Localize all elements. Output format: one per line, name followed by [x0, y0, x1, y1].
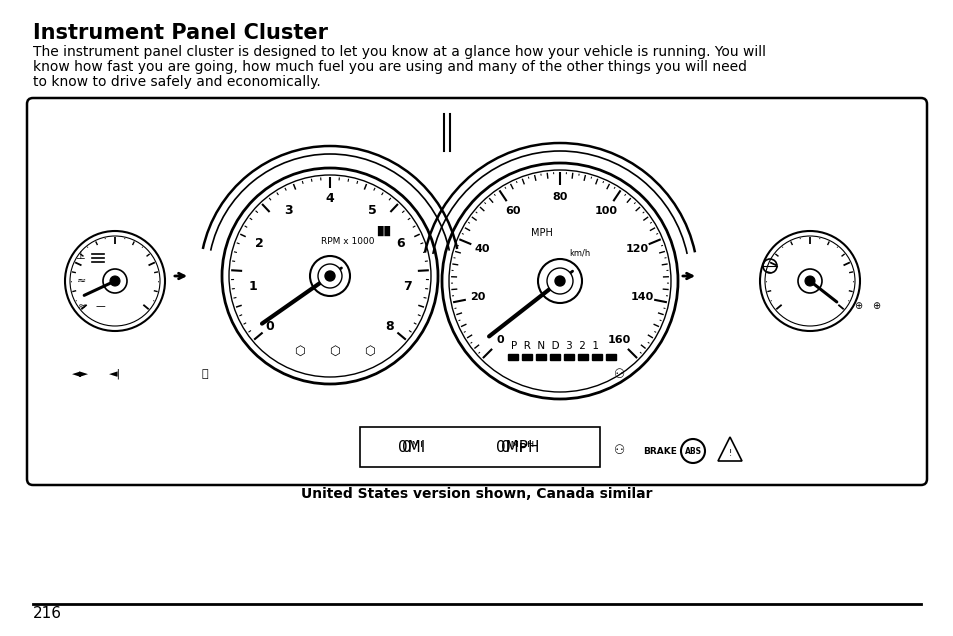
- Circle shape: [797, 269, 821, 293]
- Bar: [592, 354, 601, 360]
- Text: 100: 100: [595, 206, 618, 216]
- Text: ⬡: ⬡: [364, 345, 375, 357]
- Text: —: —: [95, 301, 105, 311]
- Text: 0ᴹᴵ: 0ᴹᴵ: [401, 439, 422, 455]
- Text: 60: 60: [505, 206, 520, 216]
- Text: ABS: ABS: [684, 446, 700, 455]
- Text: 0MI: 0MI: [398, 439, 425, 455]
- Text: 20: 20: [470, 293, 485, 302]
- Circle shape: [546, 268, 573, 294]
- Text: 1: 1: [248, 280, 256, 293]
- Bar: [605, 354, 616, 360]
- Text: 160: 160: [607, 335, 630, 345]
- Circle shape: [310, 256, 350, 296]
- Text: 0: 0: [266, 320, 274, 333]
- Circle shape: [325, 271, 335, 281]
- Circle shape: [317, 264, 341, 288]
- Text: 216: 216: [33, 607, 62, 621]
- Text: km/h: km/h: [569, 249, 590, 258]
- Circle shape: [555, 276, 564, 286]
- Bar: [521, 354, 532, 360]
- Bar: [536, 354, 545, 360]
- Text: 7: 7: [402, 280, 412, 293]
- Text: to know to drive safely and economically.: to know to drive safely and economically…: [33, 75, 320, 89]
- Text: 80: 80: [552, 192, 567, 202]
- Text: know how fast you are going, how much fuel you are using and many of the other t: know how fast you are going, how much fu…: [33, 60, 746, 74]
- Text: United States version shown, Canada similar: United States version shown, Canada simi…: [301, 487, 652, 501]
- Text: ⚇: ⚇: [614, 445, 625, 457]
- Circle shape: [537, 259, 581, 303]
- Text: 0ᴹᴘᴴ: 0ᴹᴘᴴ: [501, 439, 534, 455]
- Text: ⬡: ⬡: [294, 345, 305, 357]
- Bar: [359, 427, 599, 467]
- Text: 0MPH: 0MPH: [496, 439, 539, 455]
- Text: 🔒: 🔒: [201, 369, 208, 379]
- Text: P  R  N  D  3  2  1: P R N D 3 2 1: [511, 341, 598, 351]
- Text: ⚇: ⚇: [614, 368, 625, 380]
- Circle shape: [110, 276, 120, 286]
- Text: !: !: [727, 448, 731, 457]
- Text: ◄►: ◄►: [71, 369, 89, 379]
- Bar: [550, 354, 559, 360]
- Text: 5: 5: [367, 204, 375, 217]
- Text: 8: 8: [385, 320, 394, 333]
- Text: BRAKE: BRAKE: [642, 446, 677, 455]
- Text: 3: 3: [283, 204, 293, 217]
- Text: MPH: MPH: [531, 228, 553, 238]
- Text: 140: 140: [630, 293, 654, 302]
- Text: ⊕: ⊕: [853, 301, 862, 311]
- Text: 6: 6: [395, 237, 405, 249]
- Text: ⊕: ⊕: [871, 301, 879, 311]
- Circle shape: [103, 269, 127, 293]
- Text: 2: 2: [254, 237, 263, 249]
- Bar: [563, 354, 574, 360]
- Text: ≈: ≈: [78, 301, 86, 311]
- Text: ▊▊: ▊▊: [377, 226, 392, 236]
- Text: The instrument panel cluster is designed to let you know at a glance how your ve: The instrument panel cluster is designed…: [33, 45, 765, 59]
- Bar: [578, 354, 587, 360]
- Text: 120: 120: [625, 244, 648, 254]
- Text: ≈: ≈: [77, 276, 87, 286]
- Text: 0: 0: [497, 335, 504, 345]
- FancyBboxPatch shape: [27, 98, 926, 485]
- Circle shape: [804, 276, 814, 286]
- Text: 40: 40: [475, 244, 490, 254]
- Text: RPM x 1000: RPM x 1000: [321, 237, 375, 245]
- Text: ◄|: ◄|: [109, 369, 121, 379]
- Text: 4: 4: [325, 191, 334, 205]
- Text: ⊥: ⊥: [75, 251, 85, 261]
- Text: ⬡: ⬡: [329, 345, 340, 357]
- Bar: [507, 354, 517, 360]
- Text: Instrument Panel Cluster: Instrument Panel Cluster: [33, 23, 328, 43]
